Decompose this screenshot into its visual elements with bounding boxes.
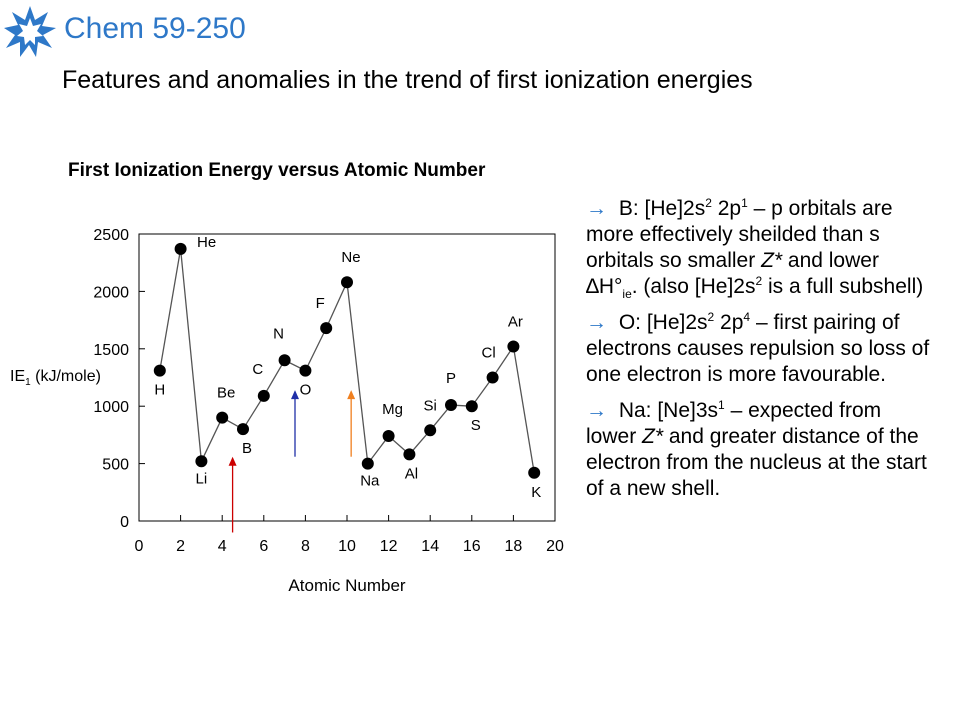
x-tick-label: 4: [218, 538, 227, 555]
point-label: Al: [405, 465, 418, 482]
data-point: [424, 424, 437, 437]
note-text: . (also [He]2s: [631, 275, 756, 298]
point-label: Ar: [508, 314, 523, 331]
point-label: F: [316, 295, 325, 312]
data-point: [528, 466, 541, 479]
data-point: [486, 371, 499, 384]
data-point: [403, 448, 416, 461]
annotations-group: [228, 390, 356, 533]
note-text: 2: [705, 196, 712, 210]
annotation-arrow-head: [228, 456, 237, 466]
x-axis-ticks: 0 2 4 6 8 10 12 14 16 18 20: [135, 515, 564, 555]
note-paragraph: → B: [He]2s2 2p1 – p orbitals are more e…: [586, 196, 936, 300]
note-paragraph: → O: [He]2s2 2p4 – first pairing of elec…: [586, 310, 936, 388]
note-text: – p orbitals are more effectively sheild…: [586, 197, 893, 272]
x-tick-label: 2: [176, 538, 185, 555]
annotation-arrow-head: [347, 390, 356, 400]
x-tick-label: 8: [301, 538, 310, 555]
note-text: Z*: [761, 249, 783, 272]
explanation-notes: → B: [He]2s2 2p1 – p orbitals are more e…: [586, 196, 936, 512]
x-tick-label: 10: [338, 538, 356, 555]
data-point: [465, 400, 478, 413]
note-paragraph: → Na: [Ne]3s1 – expected from lower Z* a…: [586, 398, 936, 502]
data-point: [195, 455, 208, 468]
note-text: and greater distance of the electron fro…: [586, 425, 927, 500]
point-label: Li: [196, 470, 208, 487]
y-tick-label: 500: [102, 457, 129, 474]
point-label: B: [242, 440, 252, 457]
chart-title: First Ionization Energy versus Atomic Nu…: [68, 160, 486, 181]
data-point: [237, 423, 249, 436]
point-label: Na: [360, 473, 380, 490]
point-label: Mg: [382, 401, 403, 418]
note-text: and lower ∆H°: [586, 249, 879, 298]
ionization-energy-chart: First Ionization Energy versus Atomic Nu…: [10, 160, 564, 595]
x-axis-label: Atomic Number: [288, 576, 405, 595]
y-tick-label: 2500: [93, 227, 129, 244]
x-tick-label: 0: [135, 538, 144, 555]
data-point: [320, 322, 333, 335]
x-tick-label: 12: [380, 538, 398, 555]
data-point: [174, 242, 187, 255]
point-label: K: [531, 484, 541, 501]
data-point: [382, 430, 395, 443]
annotation-arrow-head: [291, 390, 299, 400]
x-tick-label: 14: [421, 538, 439, 555]
data-point: [278, 354, 291, 367]
data-point: [216, 411, 229, 424]
note-text: B: [He]2s: [613, 197, 706, 220]
note-text: 4: [743, 310, 751, 324]
y-axis-ticks: 0 500 1000 1500 2000 2500: [93, 227, 145, 531]
note-text: is a full subshell): [762, 275, 924, 298]
note-text: 2: [707, 310, 715, 324]
arrow-bullet-icon: →: [586, 311, 607, 334]
data-point: [445, 399, 457, 412]
note-text: – expected from lower: [586, 399, 882, 448]
data-point: [153, 364, 166, 377]
course-title: Chem 59-250: [64, 12, 246, 45]
x-tick-label: 20: [546, 538, 564, 555]
point-label: Be: [217, 385, 235, 402]
y-tick-label: 1000: [93, 399, 129, 416]
university-logo-icon: [4, 6, 56, 57]
data-point: [299, 364, 312, 377]
series-group: H He Li Be B C N O F Ne Na Mg Al Si P S Cl Ar K: [153, 234, 541, 501]
point-label: O: [300, 382, 312, 399]
x-tick-label: 18: [505, 538, 523, 555]
data-point: [507, 340, 520, 353]
point-label: Ne: [341, 249, 360, 266]
point-label: P: [446, 370, 456, 387]
point-label: S: [471, 417, 481, 434]
point-label: C: [252, 361, 263, 378]
point-label: N: [273, 325, 284, 342]
arrow-bullet-icon: →: [586, 197, 607, 220]
x-tick-label: 6: [259, 538, 268, 555]
y-axis-label: IE1 (kJ/mole): [10, 368, 101, 388]
data-point: [361, 457, 374, 470]
note-text: 2: [755, 274, 763, 288]
note-text: 1: [741, 196, 748, 210]
y-tick-label: 1500: [93, 342, 129, 359]
note-text: Na: [Ne]3s: [613, 399, 719, 422]
arrow-bullet-icon: →: [586, 399, 607, 422]
data-point: [257, 389, 270, 402]
point-label: Cl: [482, 345, 496, 362]
note-text: 2p: [714, 311, 744, 334]
y-tick-label: 2000: [93, 284, 129, 301]
y-tick-label: 0: [120, 514, 129, 531]
note-text: Z*: [642, 425, 664, 448]
point-label: He: [197, 234, 216, 251]
data-point: [341, 276, 353, 289]
logo-inner-shape: [17, 18, 43, 45]
point-label: H: [154, 382, 165, 399]
note-text: ie: [622, 287, 632, 302]
page-title: Features and anomalies in the trend of f…: [62, 66, 753, 94]
note-text: 2p: [711, 197, 742, 220]
note-text: O: [He]2s: [613, 311, 708, 334]
point-label: Si: [424, 397, 437, 414]
note-text: – first pairing of electrons causes repu…: [586, 311, 930, 386]
x-tick-label: 16: [463, 538, 481, 555]
note-text: 1: [718, 398, 725, 412]
